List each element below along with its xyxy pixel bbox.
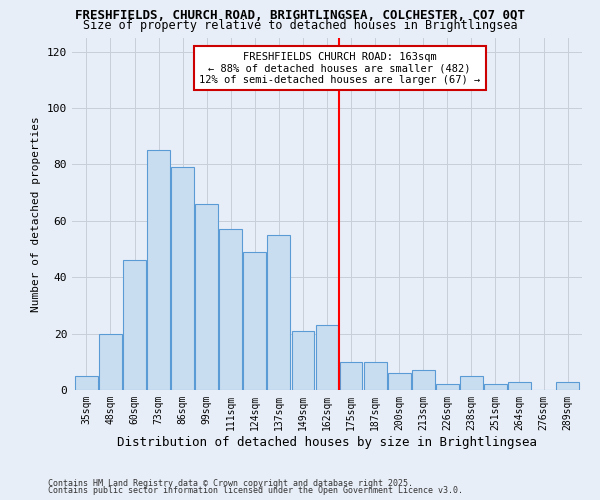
Bar [556,382,579,390]
Text: FRESHFIELDS CHURCH ROAD: 163sqm
← 88% of detached houses are smaller (482)
12% o: FRESHFIELDS CHURCH ROAD: 163sqm ← 88% of… [199,52,481,85]
Bar [340,362,362,390]
Bar [147,150,170,390]
Text: Contains HM Land Registry data © Crown copyright and database right 2025.: Contains HM Land Registry data © Crown c… [48,478,413,488]
Bar [412,370,434,390]
Bar [195,204,218,390]
Bar [123,260,146,390]
Bar [436,384,459,390]
Bar [268,235,290,390]
Bar [75,376,98,390]
Bar [316,325,338,390]
Bar [364,362,386,390]
Bar [292,331,314,390]
Bar [388,373,410,390]
Text: Size of property relative to detached houses in Brightlingsea: Size of property relative to detached ho… [83,19,517,32]
Bar [244,252,266,390]
Bar [220,230,242,390]
Bar [484,384,507,390]
Y-axis label: Number of detached properties: Number of detached properties [31,116,41,312]
Bar [460,376,483,390]
Bar [508,382,531,390]
Text: Contains public sector information licensed under the Open Government Licence v3: Contains public sector information licen… [48,486,463,495]
Bar [171,167,194,390]
X-axis label: Distribution of detached houses by size in Brightlingsea: Distribution of detached houses by size … [117,436,537,448]
Bar [99,334,122,390]
Text: FRESHFIELDS, CHURCH ROAD, BRIGHTLINGSEA, COLCHESTER, CO7 0QT: FRESHFIELDS, CHURCH ROAD, BRIGHTLINGSEA,… [75,9,525,22]
